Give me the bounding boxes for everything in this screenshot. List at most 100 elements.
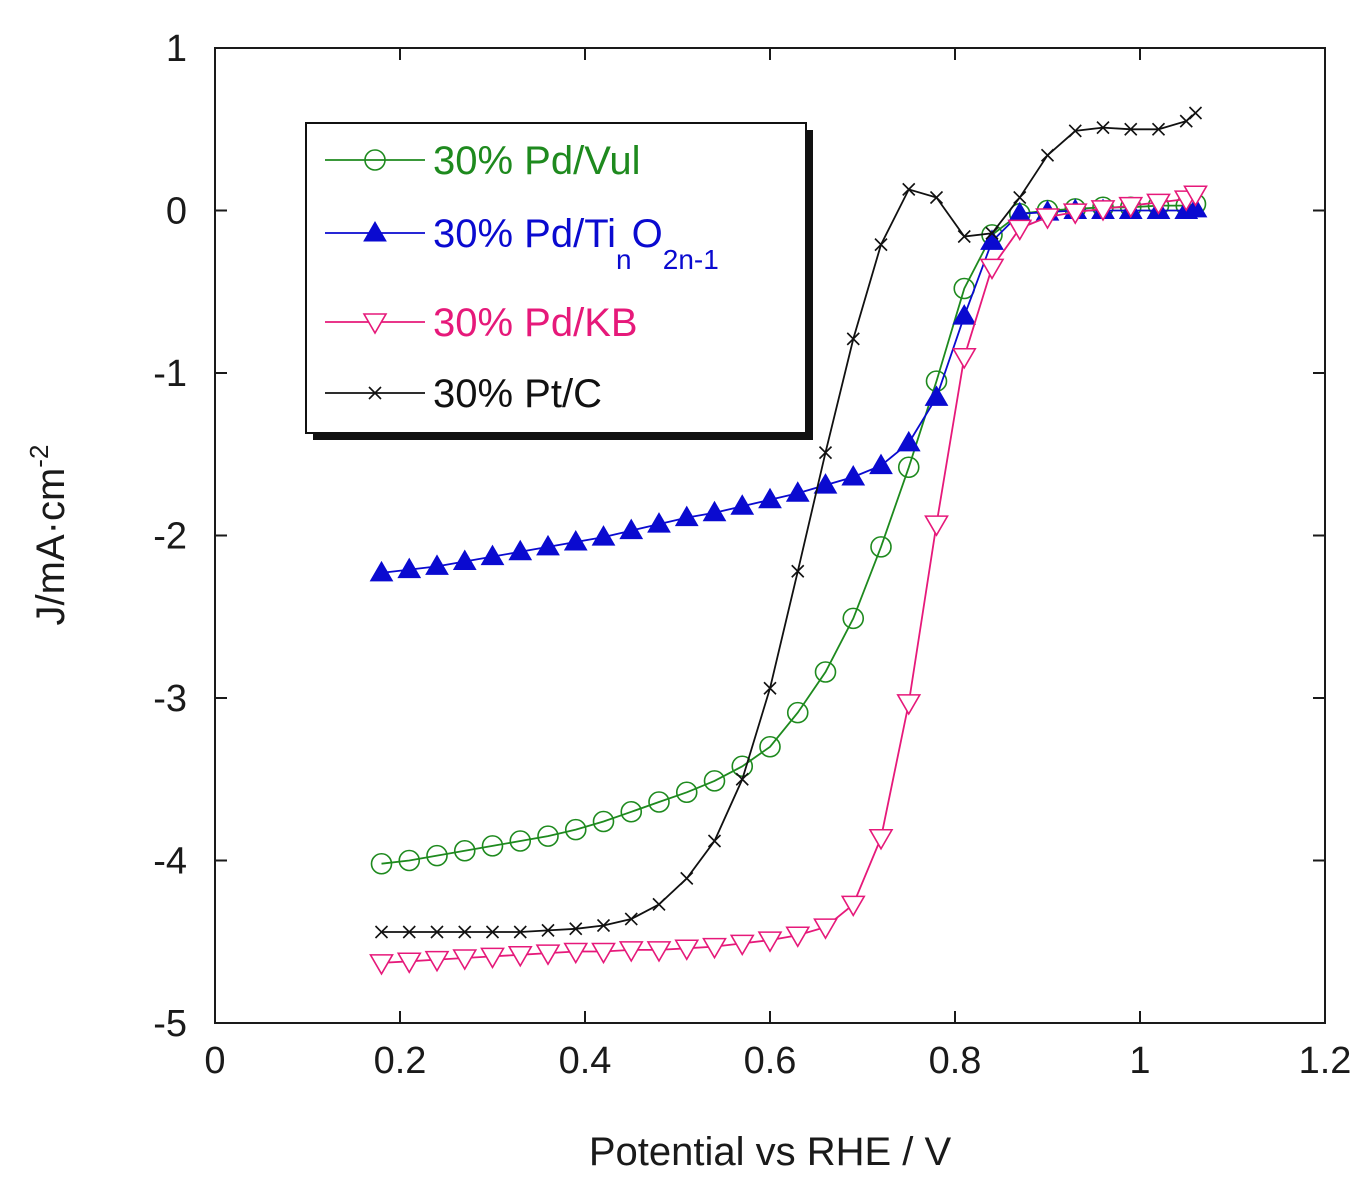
series-2 — [369, 196, 1208, 582]
data-point — [896, 430, 921, 452]
x-tick-label: 0.6 — [744, 1040, 797, 1082]
data-point — [563, 530, 588, 551]
x-tick-label: 1 — [1129, 1040, 1150, 1082]
data-point — [569, 922, 583, 936]
legend-label-text: O — [632, 212, 663, 256]
data-point — [813, 473, 838, 494]
data-point — [791, 564, 805, 578]
data-point — [620, 800, 643, 823]
legend-entries: 30% Pd/Vul 30% Pd/TinO2n-1 30% Pd/KB 30% Pt… — [325, 139, 719, 416]
data-point — [591, 942, 616, 965]
data-point — [1068, 124, 1082, 138]
legend-label: 30% Pt/C — [433, 372, 602, 416]
data-point — [702, 500, 727, 522]
data-point — [1040, 148, 1055, 162]
data-point — [846, 332, 860, 346]
data-point — [647, 512, 671, 533]
data-point — [458, 925, 472, 939]
x-tick-label: 1.2 — [1299, 1040, 1352, 1082]
data-point — [952, 304, 977, 325]
data-point — [1013, 190, 1027, 205]
x-tick-label: 0.8 — [929, 1040, 982, 1082]
data-point — [929, 190, 944, 205]
legend-label-sub: 2n-1 — [663, 244, 719, 275]
data-point — [1096, 121, 1110, 135]
data-point — [731, 755, 754, 778]
legend-label: 30% Pd/Vul — [433, 139, 641, 183]
data-point — [785, 481, 810, 502]
data-point — [674, 505, 699, 527]
data-point — [363, 221, 387, 242]
data-point — [1188, 106, 1203, 120]
data-point — [680, 871, 694, 885]
y-tick-label: -3 — [153, 678, 187, 720]
data-point — [364, 149, 386, 171]
data-point — [402, 925, 416, 939]
data-point — [397, 557, 422, 579]
x-tick-label: 0 — [204, 1040, 225, 1082]
y-tick-label: -2 — [153, 516, 187, 558]
data-point — [786, 701, 809, 724]
data-point — [1151, 122, 1166, 136]
data-point — [957, 229, 971, 244]
x-tick-label: 0.4 — [559, 1040, 612, 1082]
data-point — [430, 925, 444, 939]
data-point — [758, 487, 782, 509]
data-point — [729, 934, 755, 956]
data-point — [924, 515, 949, 537]
legend-entry: 30% Pd/TinO2n-1 — [325, 212, 719, 275]
data-point — [870, 536, 892, 558]
data-point — [674, 939, 700, 961]
y-tick-label: 1 — [166, 28, 187, 70]
data-point — [485, 925, 500, 939]
data-point — [362, 313, 388, 335]
axis-ticks: 0 0.2 0.4 0.6 0.8 1 1.2 1 0 -1 -2 -3 -4 -5 — [153, 28, 1351, 1082]
data-point — [1035, 208, 1060, 230]
data-point — [1062, 203, 1088, 225]
legend-entry: 30% Pd/Vul — [325, 139, 641, 183]
data-point — [370, 852, 393, 875]
data-point — [985, 226, 999, 240]
legend-label: 30% Pd/KB — [433, 301, 638, 345]
data-point — [619, 518, 644, 540]
data-point — [813, 918, 838, 940]
data-point — [624, 912, 638, 926]
data-point — [675, 781, 698, 804]
data-point — [396, 952, 422, 974]
data-point — [618, 941, 644, 963]
data-point — [814, 661, 837, 683]
data-point — [541, 923, 555, 937]
data-point — [535, 944, 561, 966]
data-point — [374, 925, 389, 939]
data-point — [707, 834, 722, 848]
data-point — [1124, 122, 1138, 136]
data-point — [924, 385, 949, 406]
legend-entry: 30% Pt/C — [325, 372, 602, 416]
data-point — [868, 828, 894, 851]
data-point — [426, 844, 448, 867]
data-point — [818, 446, 833, 460]
data-point — [368, 386, 382, 400]
data-point — [730, 494, 755, 515]
data-point — [1183, 196, 1208, 218]
data-point — [869, 453, 893, 475]
y-axis-title-group: J/mA·cm-2 — [24, 445, 73, 626]
data-point — [759, 735, 781, 758]
legend-label-text: 30% Pd/Ti — [433, 212, 616, 256]
data-point — [507, 945, 533, 968]
legend: 30% Pd/Vul 30% Pd/TinO2n-1 30% Pd/KB 30% Pt… — [305, 122, 813, 440]
data-point — [509, 830, 532, 852]
data-point — [735, 772, 749, 786]
data-point — [842, 607, 865, 630]
data-point — [425, 554, 449, 575]
data-point — [452, 549, 477, 570]
y-axis-title-main: J/mA·cm — [29, 468, 73, 626]
data-point — [424, 950, 450, 973]
data-point — [480, 947, 505, 969]
legend-label: 30% Pd/TinO2n-1 — [433, 212, 719, 275]
data-point — [763, 681, 777, 695]
data-point — [896, 694, 922, 716]
data-point — [536, 534, 560, 556]
y-axis-title: J/mA·cm-2 — [24, 445, 73, 626]
